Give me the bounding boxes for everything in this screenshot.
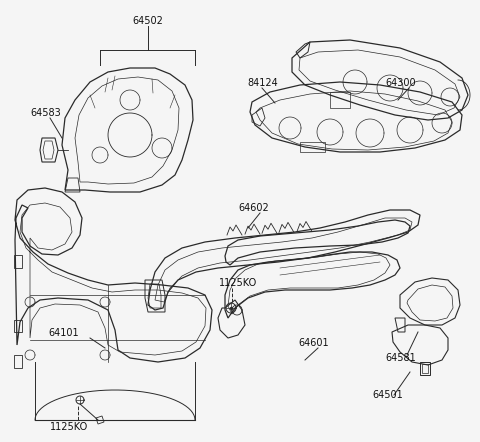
Text: 1125KO: 1125KO — [219, 278, 257, 288]
Text: 64101: 64101 — [48, 328, 79, 338]
Text: 64581: 64581 — [385, 353, 416, 363]
Text: 64583: 64583 — [30, 108, 61, 118]
Text: 64501: 64501 — [372, 390, 403, 400]
Text: 64502: 64502 — [132, 16, 163, 26]
Text: 64601: 64601 — [298, 338, 329, 348]
Text: 1125KO: 1125KO — [50, 422, 88, 432]
Text: 64602: 64602 — [238, 203, 269, 213]
Text: 84124: 84124 — [247, 78, 278, 88]
Text: 64300: 64300 — [385, 78, 416, 88]
